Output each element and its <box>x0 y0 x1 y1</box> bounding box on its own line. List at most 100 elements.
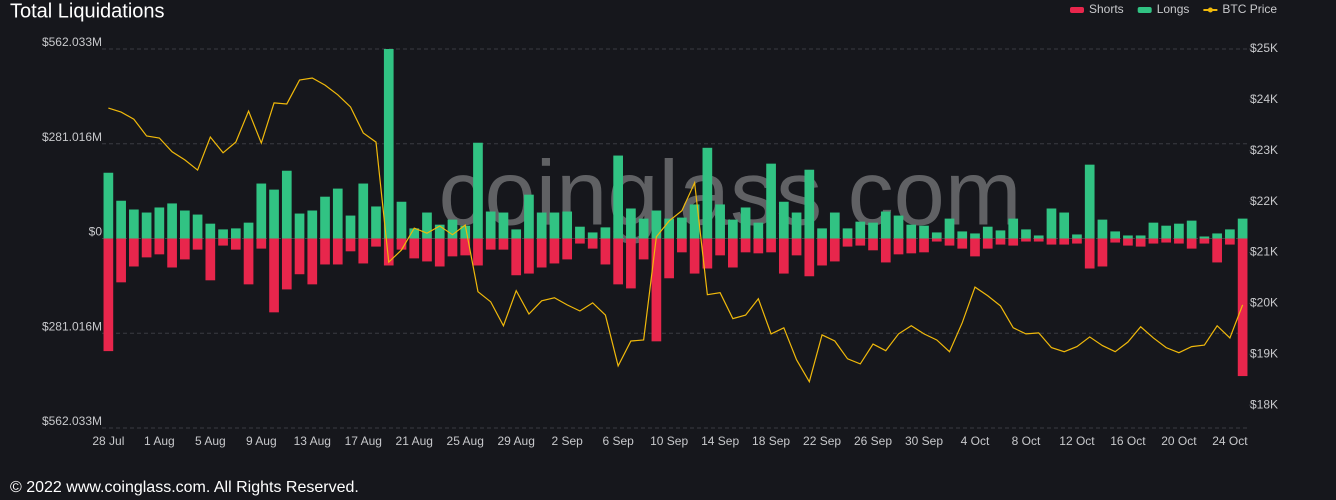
y-tick-label: $0 <box>89 225 103 239</box>
bar <box>702 147 713 239</box>
bar <box>1097 238 1108 267</box>
bar <box>281 170 292 239</box>
bar <box>383 238 394 266</box>
bar <box>855 221 866 239</box>
bar <box>931 232 942 239</box>
bar <box>409 238 420 259</box>
bar <box>460 225 471 239</box>
x-tick-label: 30 Sep <box>905 434 943 448</box>
bar <box>345 238 356 252</box>
bar <box>1212 238 1222 263</box>
bar <box>218 238 228 246</box>
bar <box>638 218 649 239</box>
bar <box>651 238 662 342</box>
bar <box>829 238 840 262</box>
bar <box>1084 238 1095 269</box>
bar <box>358 238 369 264</box>
bar <box>1237 238 1248 377</box>
bar <box>931 238 942 242</box>
bar <box>1123 238 1133 246</box>
bar <box>791 212 802 239</box>
bar <box>409 228 420 239</box>
x-tick-label: 20 Oct <box>1161 434 1197 448</box>
bar <box>957 238 968 249</box>
bar <box>664 218 674 239</box>
x-tick-label: 14 Sep <box>701 434 739 448</box>
y2-tick-label: $25K <box>1250 41 1278 55</box>
bar <box>1008 238 1019 246</box>
legend-label: Shorts <box>1089 2 1124 16</box>
price-line <box>108 77 1244 384</box>
bar <box>740 207 751 239</box>
bar <box>1174 223 1184 239</box>
bar <box>205 223 216 239</box>
bar <box>664 238 674 279</box>
bar <box>179 210 190 239</box>
bar <box>804 238 815 277</box>
bar <box>320 196 330 239</box>
bar <box>689 204 700 239</box>
bar <box>332 238 343 265</box>
bar <box>447 219 458 239</box>
bar <box>396 238 407 250</box>
bar <box>485 238 496 250</box>
bar <box>804 169 815 239</box>
bar <box>970 233 980 239</box>
x-tick-label: 29 Aug <box>498 434 535 448</box>
bar <box>677 238 687 253</box>
bar <box>1033 238 1044 242</box>
bar <box>498 238 509 250</box>
bar <box>995 230 1006 239</box>
bar <box>1148 238 1159 244</box>
x-tick-label: 12 Oct <box>1059 434 1095 448</box>
bar <box>868 238 878 251</box>
bar <box>715 238 725 256</box>
bar <box>1059 238 1070 245</box>
bar <box>1021 229 1031 239</box>
bar <box>855 238 866 246</box>
bar <box>651 210 662 239</box>
bar <box>230 238 241 250</box>
bar <box>1212 233 1222 239</box>
bar <box>116 238 126 283</box>
bar <box>919 238 929 253</box>
x-tick-label: 16 Oct <box>1110 434 1146 448</box>
bar <box>880 211 891 239</box>
bar <box>358 183 369 239</box>
bar <box>434 224 445 239</box>
bar <box>192 214 203 239</box>
bar <box>294 238 305 275</box>
bar <box>1225 238 1235 245</box>
x-tick-label: 6 Sep <box>602 434 634 448</box>
x-tick-label: 5 Aug <box>195 434 226 448</box>
bar <box>957 231 968 239</box>
bar <box>524 238 534 274</box>
bar <box>243 222 254 239</box>
bar <box>1021 238 1031 242</box>
bar <box>1110 231 1121 239</box>
bar <box>460 238 471 256</box>
bar <box>842 238 853 247</box>
bar <box>307 210 318 239</box>
bar <box>715 204 725 239</box>
chart-title: Total Liquidations <box>10 0 165 22</box>
bar <box>600 227 611 239</box>
bar <box>473 238 483 266</box>
bar <box>434 238 445 267</box>
bar <box>154 207 165 239</box>
bar <box>638 238 649 260</box>
x-tick-label: 10 Sep <box>650 434 688 448</box>
y-tick-label: $281.016M <box>42 319 102 333</box>
bar <box>1046 238 1057 245</box>
bar <box>154 238 165 255</box>
y2-tick-label: $18K <box>1250 397 1278 411</box>
bar <box>129 209 139 239</box>
bar <box>842 228 853 239</box>
y2-tick-label: $20K <box>1250 296 1278 310</box>
bar <box>103 172 114 239</box>
bar <box>205 238 216 281</box>
bar <box>1033 235 1044 239</box>
bar <box>817 238 827 266</box>
bar <box>778 238 789 274</box>
bar <box>562 211 573 239</box>
